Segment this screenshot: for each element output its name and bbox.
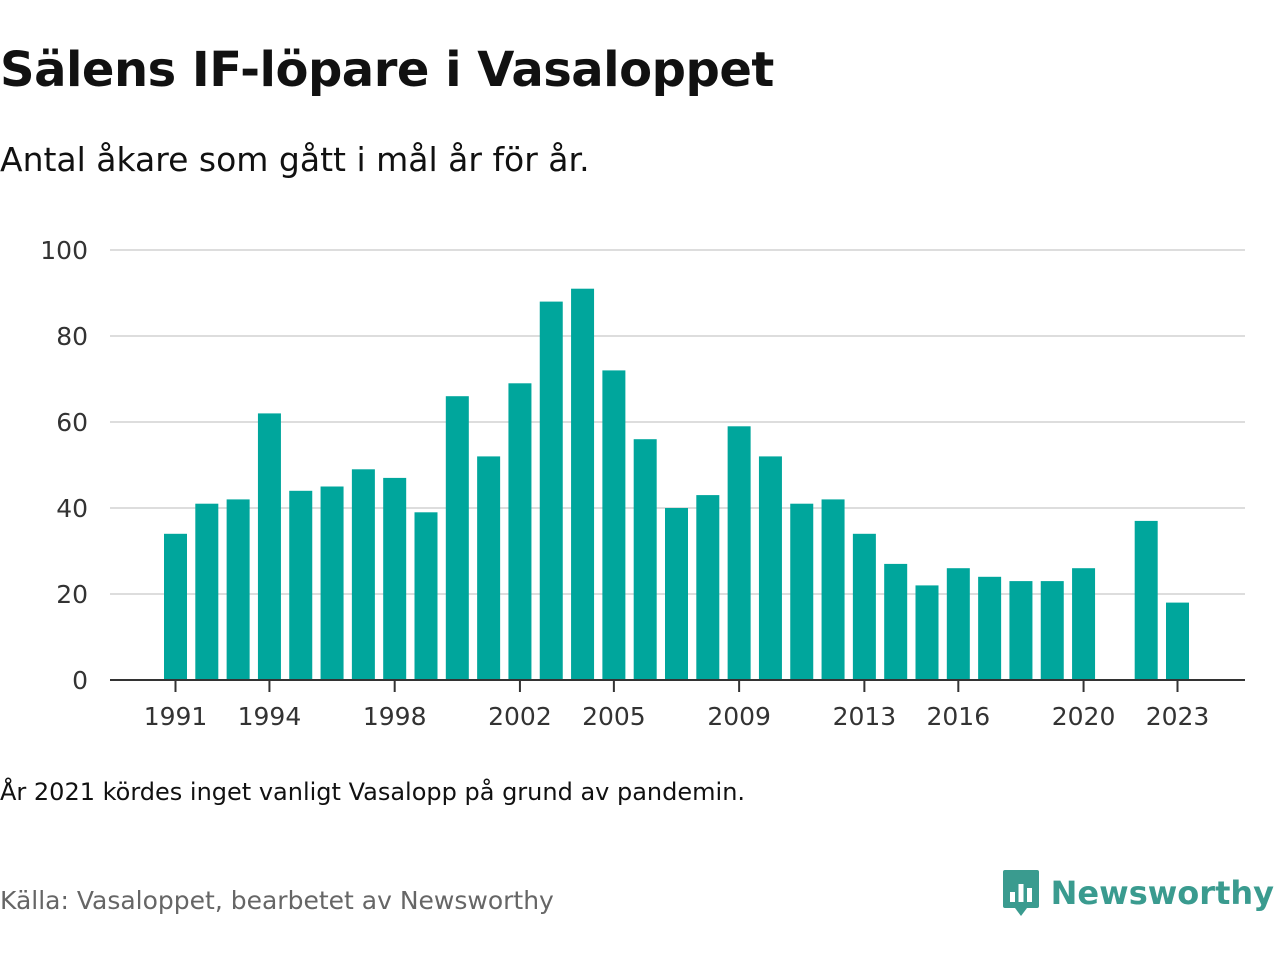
- x-tick-label-2005: 2005: [582, 702, 646, 731]
- bar-1997: [351, 469, 375, 680]
- bar-1992: [195, 503, 219, 680]
- bar-2003: [539, 301, 563, 680]
- bar-2007: [665, 508, 688, 680]
- bar-2001: [477, 456, 501, 680]
- y-tick-label-80: 80: [56, 322, 88, 351]
- bar-2017: [978, 576, 1002, 680]
- x-tick-label-2009: 2009: [707, 702, 771, 731]
- bar-2019: [1040, 581, 1064, 680]
- bar-chart: 0 20 40 60 80 100 1991 1994 1998 2002 2005 2009 201…: [40, 236, 1245, 731]
- bars: [164, 288, 1189, 680]
- bar-1995: [289, 490, 313, 680]
- bar-2013: [852, 533, 876, 680]
- bar-2016: [946, 568, 970, 680]
- x-tick-label-1991: 1991: [144, 702, 208, 731]
- y-tick-label-20: 20: [56, 580, 88, 609]
- bar-2011: [790, 503, 814, 680]
- bar-2014: [884, 563, 908, 680]
- bar-2020: [1072, 568, 1096, 680]
- bar-1991: [164, 533, 187, 680]
- brand-logo: Newsworthy: [1001, 868, 1274, 918]
- source-credit: Källa: Vasaloppet, bearbetet av Newswort…: [0, 886, 554, 915]
- bar-1998: [383, 477, 407, 680]
- bar-2002: [508, 383, 532, 680]
- bar-1996: [320, 486, 344, 680]
- y-tick-label-40: 40: [56, 494, 88, 523]
- x-tick-label-1998: 1998: [363, 702, 427, 731]
- bar-2009: [727, 426, 751, 680]
- bar-2005: [602, 370, 626, 680]
- bar-1994: [257, 413, 281, 680]
- bar-2018: [1009, 581, 1033, 680]
- bar-2012: [821, 499, 845, 680]
- bar-2004: [571, 288, 595, 680]
- bar-1993: [226, 499, 250, 680]
- x-tick-label-2023: 2023: [1146, 702, 1210, 731]
- bar-1999: [414, 512, 438, 680]
- x-tick-label-2016: 2016: [927, 702, 991, 731]
- chart-subtitle: Antal åkare som gått i mål år för år.: [0, 140, 590, 179]
- bar-2000: [445, 396, 469, 680]
- y-tick-label-60: 60: [56, 408, 88, 437]
- x-tick-label-2020: 2020: [1052, 702, 1116, 731]
- y-axis-labels: 0 20 40 60 80 100: [40, 236, 88, 695]
- footnote: År 2021 kördes inget vanligt Vasalopp på…: [0, 778, 746, 806]
- x-tick-label-2013: 2013: [833, 702, 897, 731]
- x-tick-label-2002: 2002: [488, 702, 552, 731]
- bar-2023: [1166, 602, 1189, 680]
- bar-2022: [1134, 520, 1158, 680]
- y-tick-label-0: 0: [72, 666, 88, 695]
- x-tick-label-1994: 1994: [238, 702, 302, 731]
- y-tick-label-100: 100: [40, 236, 88, 265]
- bar-2010: [758, 456, 782, 680]
- bar-2015: [915, 585, 939, 680]
- brand-name: Newsworthy: [1050, 874, 1274, 912]
- bar-2006: [633, 439, 657, 680]
- newsworthy-logo-icon: [1002, 870, 1039, 916]
- x-axis: 1991 1994 1998 2002 2005 2009 2013 2016 2020 2023: [110, 679, 1245, 731]
- bar-2008: [696, 495, 720, 680]
- chart-title: Sälens IF-löpare i Vasaloppet: [0, 42, 774, 98]
